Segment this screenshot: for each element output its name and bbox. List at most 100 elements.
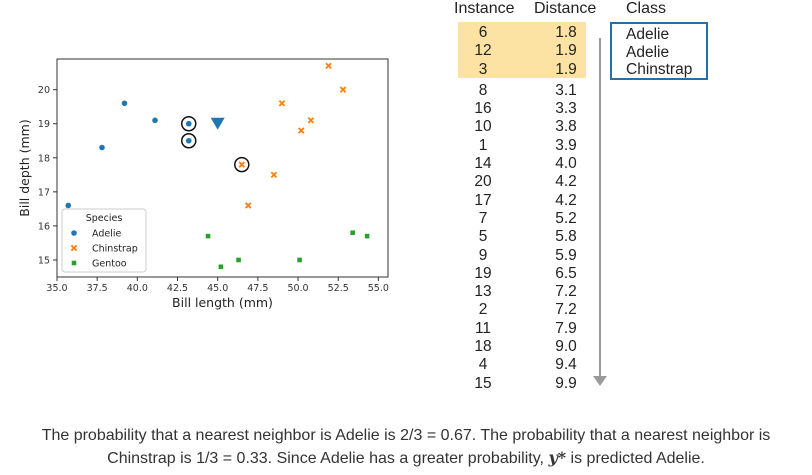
distance-cell: 4.2 [555,173,577,191]
data-point-adelie [65,202,72,209]
x-tick-label: 42.5 [167,283,188,294]
class-cell: Adelie [626,26,670,43]
distance-cell: 5.8 [555,228,577,246]
data-point-gentoo [364,233,370,239]
distance-cell: 7.2 [555,283,577,301]
nearest-neighbor-ring [234,156,250,173]
instance-cell: 8 [478,81,488,99]
x-tick-label: 52.5 [328,283,349,294]
legend-label: Adelie [92,229,121,240]
data-point-adelie [152,117,158,124]
y-tick-label: 19 [38,119,50,130]
data-point-chinstrap [339,86,347,93]
legend-box [61,208,147,273]
instance-cell: 9 [478,246,488,264]
instance-cell: 20 [474,173,492,191]
instance-cell: 1 [478,136,488,154]
sort-arrow-head [593,376,607,386]
distance-cell: 7.2 [555,301,577,319]
legend-label: Chinstrap [92,244,138,255]
sort-arrow-line [599,38,601,378]
instance-cell: 17 [474,191,492,209]
instance-cell: 2 [478,301,488,319]
data-point-chinstrap [278,100,286,107]
class-header: Class [626,0,667,17]
instance-cell: 4 [478,356,488,374]
data-point-chinstrap [270,171,278,179]
instance-cell: 5 [478,228,488,246]
caption-line-2: Chinstrap is 1/3 = 0.33. Since Adelie ha… [0,447,812,470]
x-tick-label: 50.0 [287,283,308,294]
distance-cell: 5.9 [555,246,577,264]
data-point-gentoo [205,233,211,239]
distance-cell: 3.8 [555,118,577,136]
y-tick-label: 17 [38,187,50,198]
neighbor-class-box: Adelie Adelie Chinstrap [610,22,708,80]
data-point-gentoo [236,257,241,263]
distance-column: 1.8 1.9 1.9 3.1 3.3 3.8 3.9 4.0 4.2 4.2 5.2 5.8 5.9 6… [536,24,596,393]
data-point-chinstrap [244,202,252,209]
caption-line-1: The probability that a nearest neighbor … [41,427,771,444]
data-point-adelie [185,120,192,127]
plot-frame [56,58,389,278]
caption: The probability that a nearest neighbor … [0,425,812,470]
distance-cell: 1.8 [555,24,577,41]
data-point-adelie [99,144,105,151]
distance-cell: 4.0 [555,155,577,173]
instance-cell: 12 [474,42,492,60]
distance-cell: 1.9 [555,42,577,60]
y-tick-label: 16 [38,221,50,232]
nearest-neighbor-ring [181,133,197,149]
distance-cell: 3.3 [555,100,577,118]
instance-cell: 14 [474,155,492,173]
scatter-plot: 35.0 37.5 40.0 42.5 45.0 47.5 50.0 52.5 55.0 15 16… [17,58,389,310]
instance-cell: 13 [474,283,492,301]
data-point-chinstrap [238,161,246,168]
instance-cell: 3 [478,60,488,78]
instance-cell: 18 [474,338,492,356]
distance-cell: 9.4 [555,356,577,374]
instance-cell: 16 [474,100,492,118]
distance-cell: 1.9 [555,60,577,78]
instance-cell: 19 [474,264,492,282]
distance-cell: 3.1 [555,81,577,99]
y-star-symbol: y* [548,448,567,467]
class-cell: Chinstrap [626,61,693,78]
nearest-neighbor-ring [181,115,197,132]
data-point-adelie [121,100,128,107]
data-point-gentoo [218,264,224,270]
y-axis-label: Bill depth (mm) [17,119,32,216]
x-tick-label: 47.5 [247,283,268,294]
distance-cell: 5.2 [555,209,577,227]
caption-line-2-pre: Chinstrap is 1/3 = 0.33. Since Adelie ha… [107,450,549,467]
distance-cell: 9.0 [555,338,577,356]
caption-line-2-post: is predicted Adelie. [566,450,705,467]
instance-cell: 6 [478,24,488,41]
distance-cell: 4.2 [555,191,577,209]
x-tick-label: 35.0 [46,283,67,294]
class-cell: Adelie [626,43,670,61]
distance-cell: 9.9 [555,374,577,392]
data-point-chinstrap [325,62,332,70]
data-point-gentoo [350,230,355,236]
legend-marker-adelie [71,230,77,236]
distance-cell: 6.5 [555,264,577,282]
y-tick-label: 20 [38,85,50,96]
x-tick-label: 40.0 [127,283,148,294]
instance-cell: 15 [474,374,492,392]
data-point-chinstrap [297,127,305,134]
x-axis-label: Bill length (mm) [172,295,273,310]
data-point-chinstrap [307,117,315,124]
distance-header: Distance [534,0,597,17]
query-point-marker [210,117,225,130]
legend-title: Species [86,213,123,224]
instance-cell: 11 [474,319,492,337]
x-tick-label: 45.0 [207,283,228,294]
instance-cell: 7 [478,209,488,227]
legend-marker-gentoo [71,260,77,266]
legend-marker-chinstrap [70,244,78,252]
distance-cell: 3.9 [555,136,577,154]
legend-label: Gentoo [92,259,127,270]
y-tick-label: 18 [38,153,50,164]
x-tick-label: 55.0 [368,283,389,294]
